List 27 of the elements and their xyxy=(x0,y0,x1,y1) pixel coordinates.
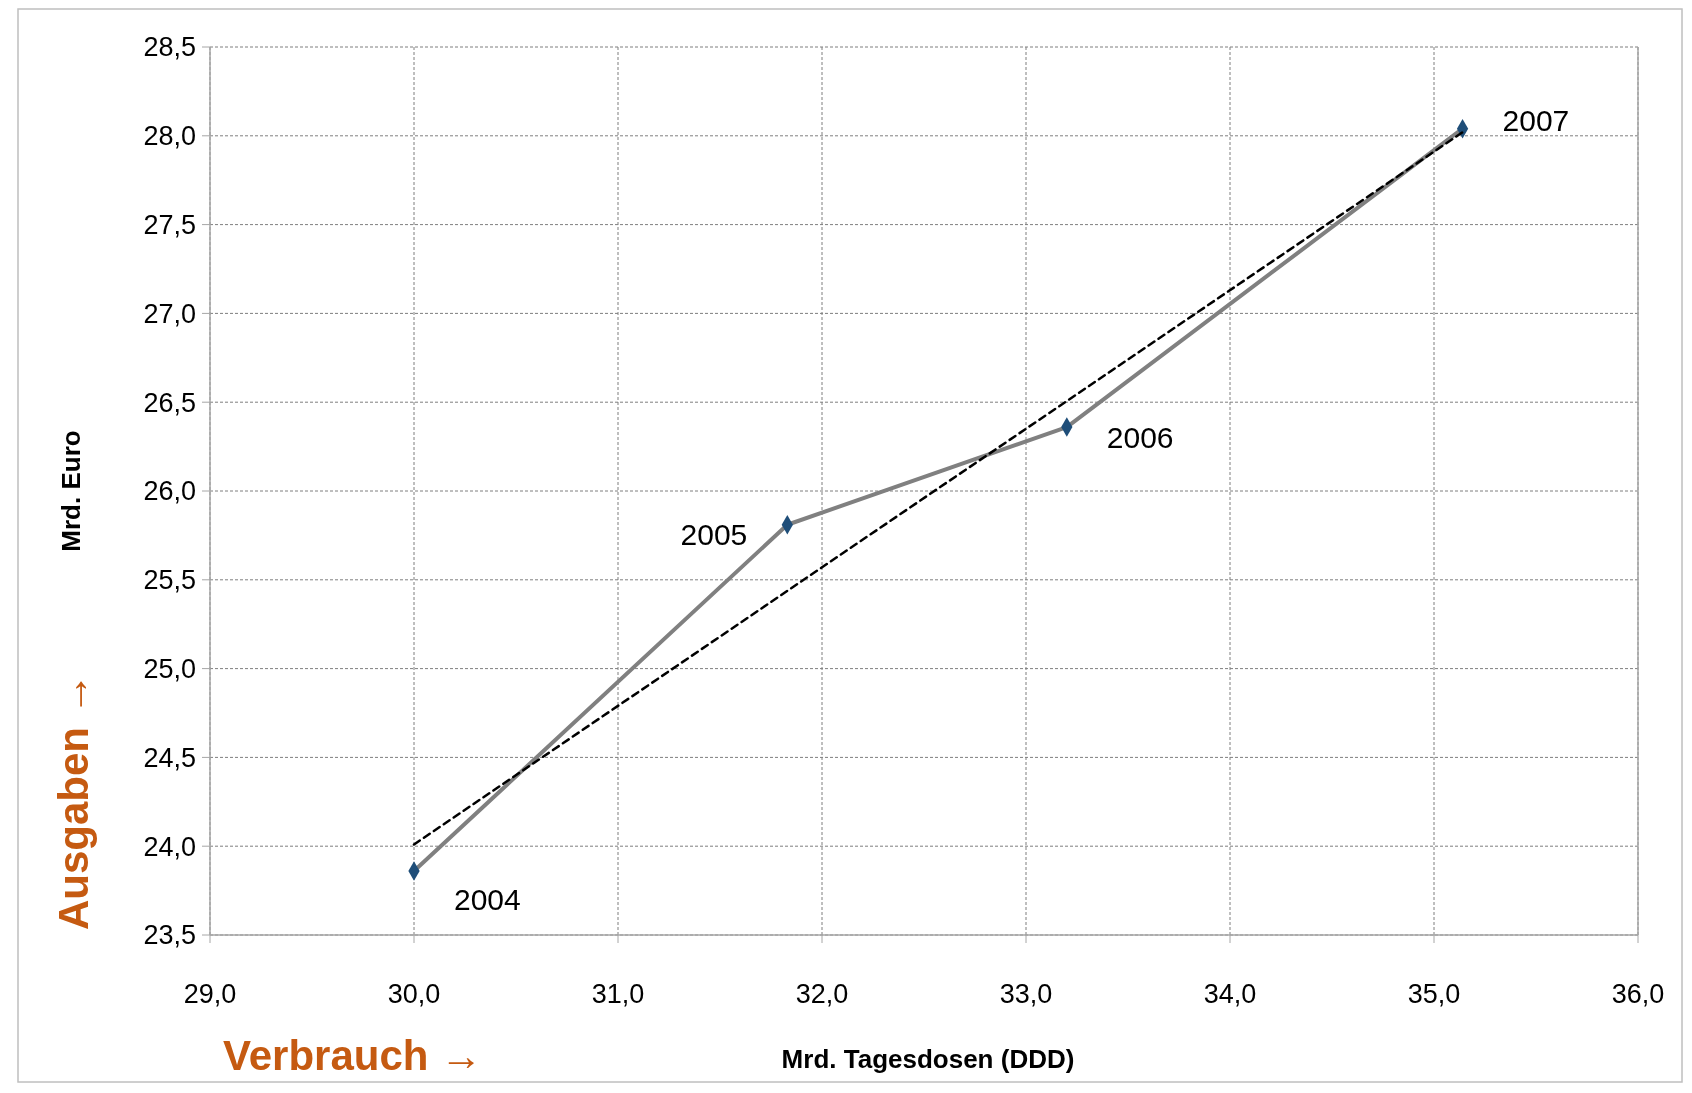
y-tick-label: 23,5 xyxy=(143,920,196,951)
annotation: 2005 xyxy=(680,518,748,552)
y-axis-title: Mrd. Euro xyxy=(56,430,86,552)
x-axis-title: Mrd. Tagesdosen (DDD) xyxy=(781,1044,1075,1074)
y-tick-label: 28,0 xyxy=(143,121,196,152)
annotation: 2006 xyxy=(1106,420,1174,454)
x-tick-label: 34,0 xyxy=(1203,979,1257,1009)
annotation: 2004 xyxy=(454,882,521,916)
y-tick-label: 27,0 xyxy=(143,298,196,329)
y-tick-label: 25,0 xyxy=(143,654,196,685)
y-tick-label: 24,5 xyxy=(143,742,196,773)
y-tick-label: 25,5 xyxy=(143,565,196,596)
y-tick-label: 26,5 xyxy=(143,387,196,418)
annotation: 2007 xyxy=(1502,104,1570,138)
x-tick-label: 29,0 xyxy=(183,979,237,1009)
x-tick-label: 35,0 xyxy=(1407,979,1461,1009)
y-tick-label: 26,0 xyxy=(143,476,196,507)
text: Ausgaben → xyxy=(50,673,97,930)
text: Verbrauch → xyxy=(223,1032,483,1079)
x-tick-label: 31,0 xyxy=(591,979,645,1009)
y-tick-label: 24,0 xyxy=(143,831,196,862)
x-tick-label: 32,0 xyxy=(795,979,849,1009)
x-tick-label: 36,0 xyxy=(1611,979,1665,1009)
x-tick-label: 30,0 xyxy=(387,979,441,1009)
x-tick-label: 33,0 xyxy=(999,979,1053,1009)
y-tick-label: 28,5 xyxy=(143,32,196,63)
y-tick-label: 27,5 xyxy=(143,210,196,241)
